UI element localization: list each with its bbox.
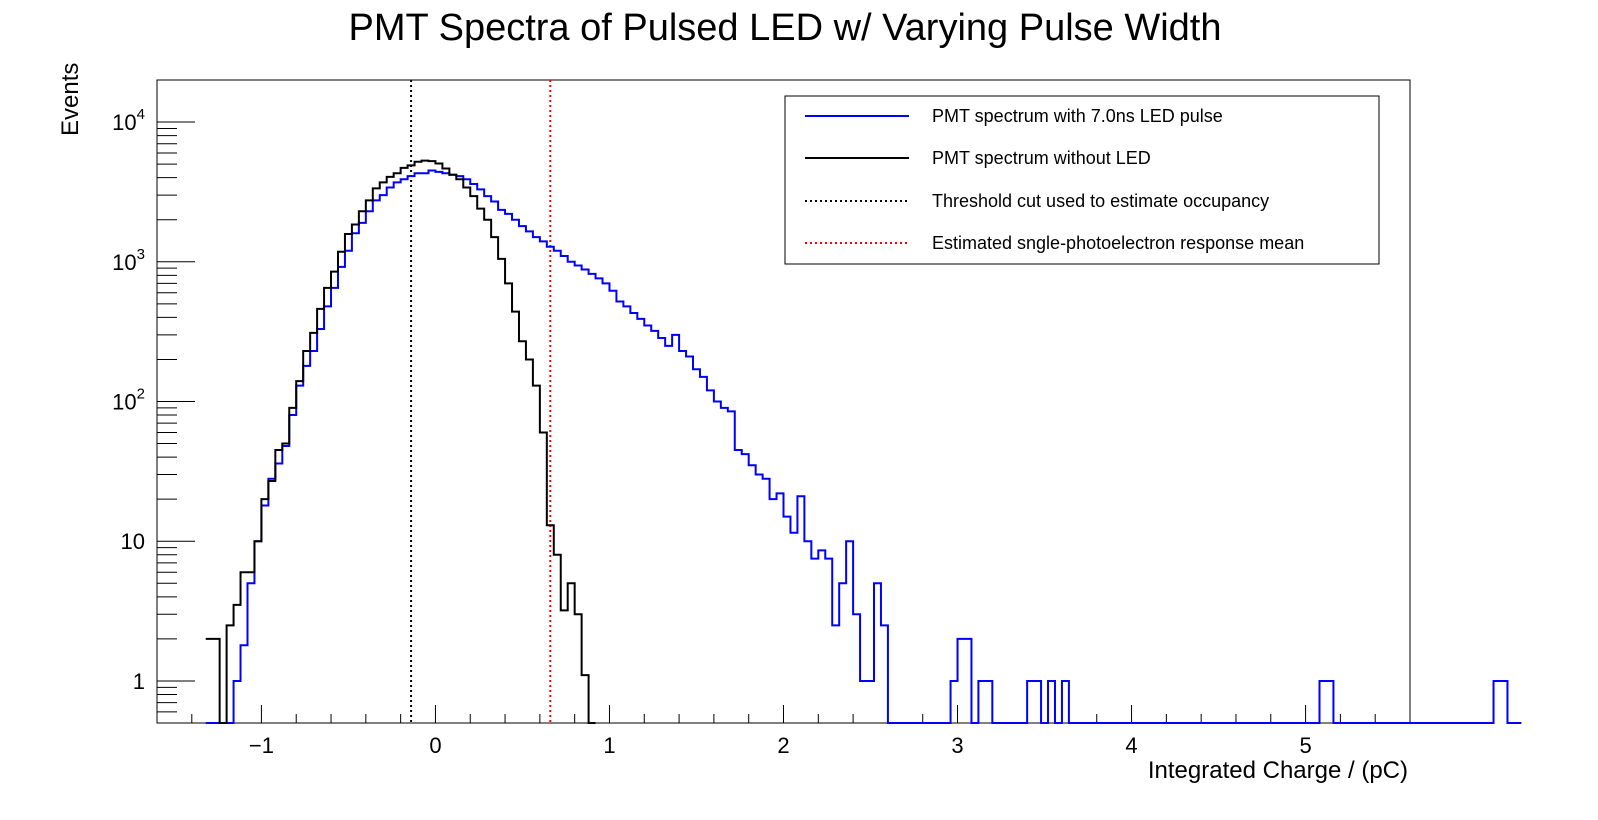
- x-tick-label: 0: [429, 733, 441, 758]
- legend: PMT spectrum with 7.0ns LED pulse PMT sp…: [784, 95, 1380, 265]
- x-tick-label: −1: [249, 733, 274, 758]
- legend-label-noled: PMT spectrum without LED: [932, 148, 1151, 168]
- series-layer: [205, 159, 1522, 724]
- x-axis-label: Integrated Charge / (pC): [1148, 757, 1408, 784]
- x-tick-label: 5: [1299, 733, 1311, 758]
- vertical-lines: [410, 80, 552, 723]
- series-led-histogram: [205, 169, 1522, 724]
- x-tick-label: 3: [951, 733, 963, 758]
- legend-label-spe: Estimated sngle-photoelectron response m…: [932, 233, 1304, 253]
- y-tick-label: 102: [112, 386, 145, 415]
- y-axis-label: Events: [57, 63, 84, 136]
- series-noled-histogram: [205, 159, 596, 724]
- x-tick-label: 2: [777, 733, 789, 758]
- y-tick-label: 104: [112, 106, 145, 135]
- y-tick-label: 10: [121, 529, 145, 554]
- y-tick-label: 103: [112, 246, 145, 275]
- chart-title: PMT Spectra of Pulsed LED w/ Varying Pul…: [349, 7, 1222, 49]
- legend-label-led: PMT spectrum with 7.0ns LED pulse: [932, 106, 1223, 126]
- legend-label-threshold: Threshold cut used to estimate occupancy: [932, 191, 1269, 211]
- legend-box: [784, 95, 1380, 265]
- y-tick-label: 1: [133, 669, 145, 694]
- x-tick-label: 1: [603, 733, 615, 758]
- plot-area: −1 0 1 2 3 4 5 1 10 102 103 104: [112, 79, 1522, 758]
- x-tick-label: 4: [1125, 733, 1137, 758]
